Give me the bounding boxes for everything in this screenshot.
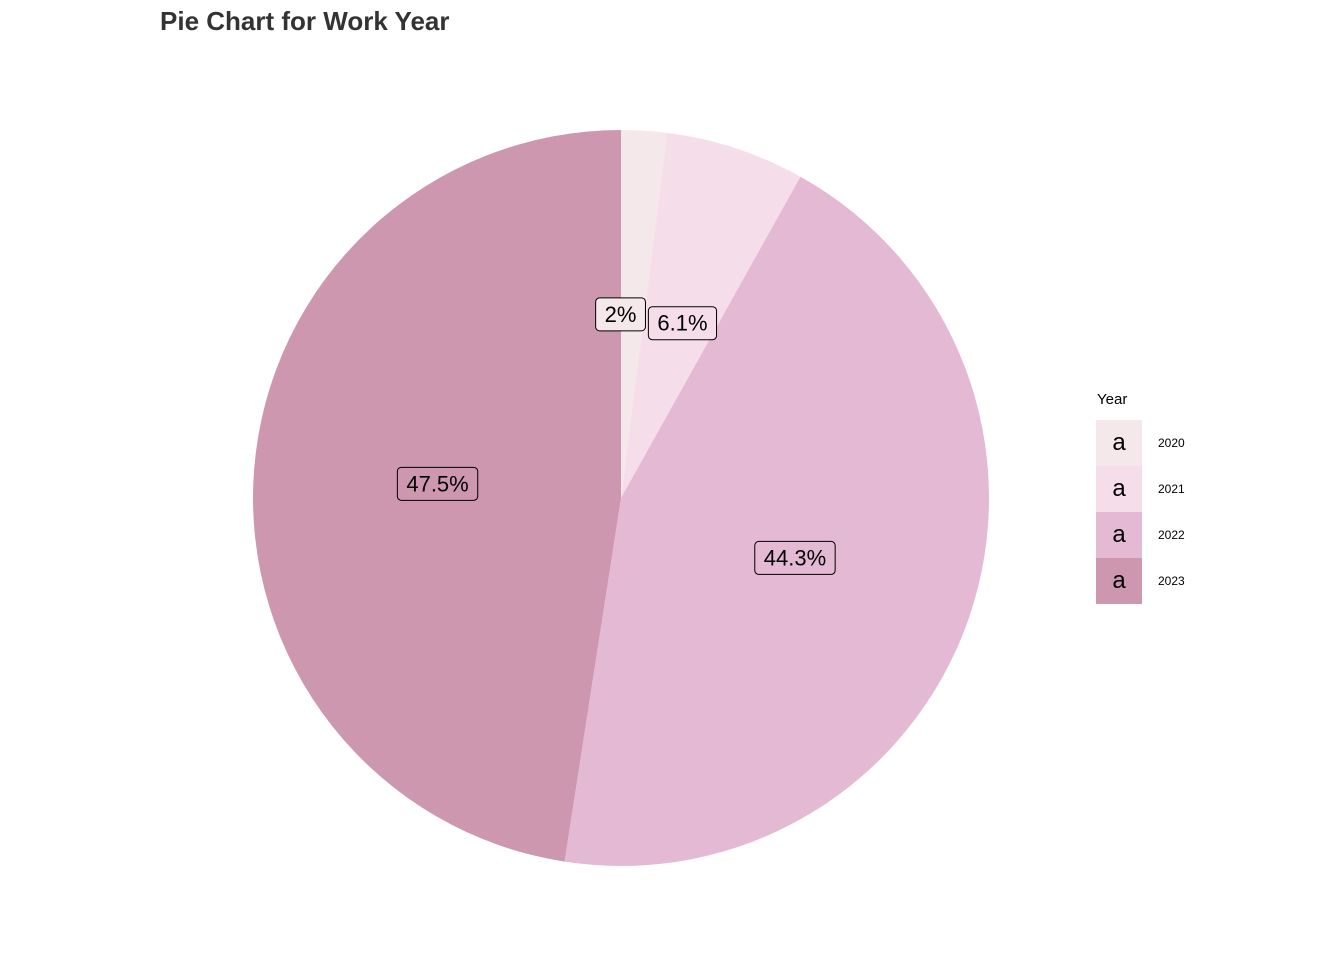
legend-label: 2020: [1158, 436, 1185, 450]
legend-key-swatch: a: [1096, 466, 1142, 512]
legend-key-swatch: a: [1096, 420, 1142, 466]
legend-item-2023: a 2023: [1096, 558, 1185, 604]
legend: Year a 2020 a 2021 a 2022 a 2023: [1096, 388, 1185, 604]
chart-title: Pie Chart for Work Year: [160, 6, 450, 36]
legend-key-swatch: a: [1096, 512, 1142, 558]
slice-label-2020: 2%: [595, 297, 646, 332]
slice-label-text: 6.1%: [657, 311, 707, 336]
slice-label-text: 44.3%: [764, 545, 826, 570]
pie-slice-2022: [564, 176, 989, 866]
legend-item-2022: a 2022: [1096, 512, 1185, 558]
legend-label: 2023: [1158, 574, 1185, 588]
legend-item-2021: a 2021: [1096, 466, 1185, 512]
slice-label-2021: 6.1%: [647, 306, 718, 341]
legend-item-2020: a 2020: [1096, 420, 1185, 466]
legend-title: Year: [1097, 391, 1128, 408]
slice-label-2023: 47.5%: [396, 466, 479, 501]
slice-label-text: 2%: [605, 302, 637, 327]
slice-label-2022: 44.3%: [754, 540, 836, 575]
legend-key-swatch: a: [1096, 558, 1142, 604]
legend-items: a 2020 a 2021 a 2022 a 2023: [1096, 420, 1185, 604]
legend-label: 2021: [1158, 482, 1185, 496]
slice-label-text: 47.5%: [406, 471, 468, 496]
legend-label: 2022: [1158, 528, 1185, 542]
pie-slice-labels: 2% 6.1% 44.3% 47.5%: [396, 297, 836, 575]
pie-slices: [253, 130, 989, 866]
